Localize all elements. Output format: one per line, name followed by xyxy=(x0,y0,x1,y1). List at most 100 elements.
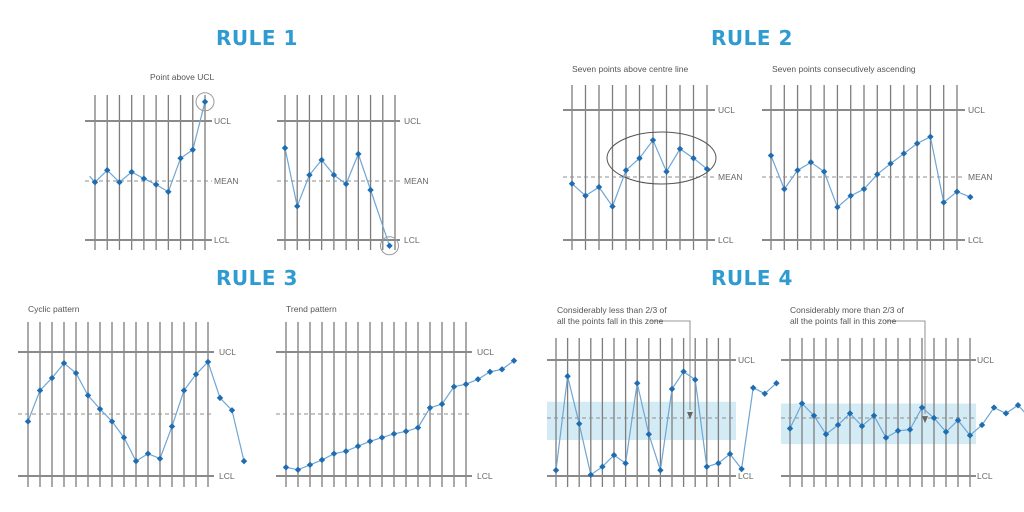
data-point xyxy=(761,390,768,397)
data-point xyxy=(168,423,176,430)
rule-3-chart-trend: UCL LCL Trend pattern xyxy=(276,304,518,487)
data-point xyxy=(342,180,350,188)
data-point xyxy=(834,421,842,429)
data-point xyxy=(355,150,362,158)
data-point xyxy=(342,448,350,455)
ucl-label: UCL xyxy=(404,116,421,126)
chart-caption: Considerably less than 2/3 of all the poi… xyxy=(557,305,667,326)
caption-line: all the points fall in this zone xyxy=(557,316,664,326)
data-point xyxy=(715,460,722,467)
mean-label: MEAN xyxy=(968,172,993,182)
data-point xyxy=(498,366,506,373)
data-point xyxy=(204,358,212,366)
data-point xyxy=(576,420,583,427)
data-point xyxy=(810,412,818,419)
rule-1-chart-point-below-lcl: UCL MEAN LCL xyxy=(277,95,429,256)
data-point xyxy=(942,428,950,436)
data-point xyxy=(645,431,652,438)
data-point xyxy=(318,456,326,464)
data-point xyxy=(820,168,828,175)
data-point xyxy=(108,418,116,425)
data-point xyxy=(189,146,196,153)
data-point xyxy=(140,175,148,182)
ucl-label: UCL xyxy=(968,105,985,115)
data-point xyxy=(486,368,494,376)
data-point xyxy=(402,428,410,435)
data-point xyxy=(786,425,794,432)
data-point xyxy=(690,155,697,162)
data-point xyxy=(781,185,788,193)
data-point xyxy=(144,450,152,457)
chart-caption: Seven points above centre line xyxy=(572,64,689,74)
data-point xyxy=(414,424,422,431)
data-point xyxy=(24,418,32,425)
data-point xyxy=(978,421,986,429)
data-point xyxy=(676,145,684,153)
data-point xyxy=(846,410,854,417)
data-point xyxy=(913,140,921,147)
data-point xyxy=(703,463,710,470)
data-point xyxy=(750,384,757,392)
data-point xyxy=(894,427,902,434)
data-point xyxy=(900,150,908,157)
ucl-label: UCL xyxy=(477,347,494,357)
data-point xyxy=(954,417,962,424)
data-point xyxy=(822,431,830,438)
data-point xyxy=(192,371,200,378)
lcl-label: LCL xyxy=(718,235,734,245)
data-point xyxy=(930,414,938,422)
data-point xyxy=(177,155,184,162)
series-line xyxy=(284,147,391,246)
data-point xyxy=(306,171,313,179)
data-point xyxy=(201,98,209,105)
data-point xyxy=(450,383,458,390)
data-point xyxy=(216,394,224,402)
ucl-label: UCL xyxy=(718,105,735,115)
data-point xyxy=(72,369,80,377)
caption-line: Considerably more than 2/3 of xyxy=(790,305,905,315)
data-point xyxy=(874,171,881,178)
data-point xyxy=(91,179,99,186)
pointer-arrowhead xyxy=(687,412,693,420)
data-point xyxy=(882,434,890,441)
data-point xyxy=(318,156,325,164)
data-point xyxy=(622,460,629,467)
rule-4-title: RULE 4 xyxy=(711,266,793,290)
rule-1-title: RULE 1 xyxy=(216,26,298,50)
data-point xyxy=(294,466,302,473)
data-point xyxy=(474,376,482,383)
data-point xyxy=(953,188,961,195)
data-point xyxy=(84,392,92,399)
rule-3-chart-cyclic: UCL LCL Cyclic pattern xyxy=(18,304,248,487)
chart-caption: Trend pattern xyxy=(286,304,337,314)
data-point xyxy=(906,426,914,433)
ucl-label: UCL xyxy=(738,355,755,365)
data-point xyxy=(663,168,670,175)
lcl-label: LCL xyxy=(214,235,230,245)
data-point xyxy=(1014,402,1022,409)
data-point xyxy=(510,357,518,364)
pointer-line xyxy=(650,320,691,411)
data-point xyxy=(610,451,618,459)
data-point xyxy=(692,376,699,383)
highlight-ring xyxy=(195,92,215,112)
highlight-ellipse xyxy=(606,131,717,185)
lcl-label: LCL xyxy=(477,471,493,481)
rule-1-chart-point-above-ucl: UCL MEAN LCL Point above UCL xyxy=(85,72,239,250)
rule-2-title: RULE 2 xyxy=(711,26,793,50)
data-point xyxy=(858,422,866,430)
data-point xyxy=(990,404,998,411)
rule-2-chart-ascending: UCL MEAN LCL Seven points consecutively asc… xyxy=(762,64,993,250)
data-point xyxy=(798,400,806,407)
data-point xyxy=(156,455,164,462)
lcl-label: LCL xyxy=(404,235,420,245)
data-point xyxy=(773,380,780,387)
data-point xyxy=(116,179,123,186)
lcl-label: LCL xyxy=(977,471,993,481)
data-point xyxy=(927,133,934,140)
series-line xyxy=(555,370,777,476)
pointer-arrowhead xyxy=(922,416,928,424)
data-point xyxy=(1002,410,1010,417)
mean-label: MEAN xyxy=(718,172,743,182)
